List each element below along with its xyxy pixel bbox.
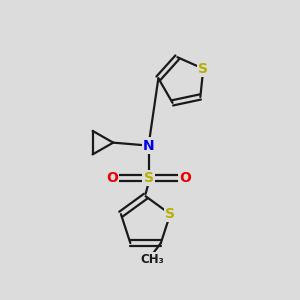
Text: O: O [179, 171, 191, 185]
Text: S: S [165, 207, 175, 221]
Text: O: O [106, 171, 118, 185]
Text: CH₃: CH₃ [140, 253, 164, 266]
Text: S: S [143, 171, 154, 185]
Text: N: N [143, 139, 154, 153]
Text: S: S [198, 62, 208, 76]
